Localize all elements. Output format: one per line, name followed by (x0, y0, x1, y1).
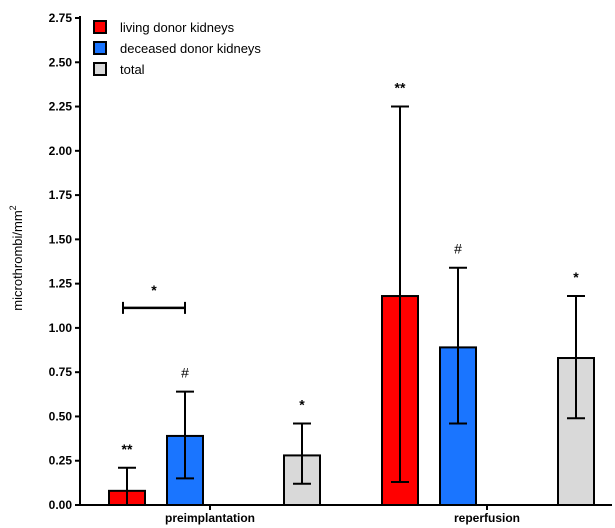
y-axis-label: microthrombi/mm2 (8, 205, 25, 310)
legend-swatch (93, 62, 107, 76)
y-tick-label: 0.75 (49, 365, 73, 379)
bracket-label: * (151, 282, 157, 298)
y-tick-label: 1.50 (49, 232, 73, 246)
significance-marker: * (573, 269, 579, 285)
legend-label: total (120, 62, 145, 77)
annotations: ****##** (122, 80, 580, 457)
legend-label: deceased donor kidneys (120, 41, 261, 56)
legend-label: living donor kidneys (120, 20, 235, 35)
axes (79, 16, 612, 506)
x-category-label: reperfusion (454, 511, 520, 525)
y-tick-label: 0.00 (49, 498, 73, 512)
legend-swatch (93, 20, 107, 34)
y-tick-label: 1.75 (49, 188, 73, 202)
y-tick-label: 0.50 (49, 409, 73, 423)
significance-bracket: * (122, 282, 186, 314)
significance-marker: * (299, 397, 305, 413)
significance-marker: ** (395, 80, 406, 96)
significance-marker: # (454, 241, 462, 257)
y-tick-label: 2.25 (49, 100, 73, 114)
significance-marker: ** (122, 441, 133, 457)
y-tick-label: 1.00 (49, 321, 73, 335)
y-tick-label: 1.25 (49, 277, 73, 291)
x-category-label: preimplantation (165, 511, 255, 525)
error-bars (118, 105, 585, 506)
bars (108, 295, 595, 507)
y-tick-label: 2.75 (49, 11, 73, 25)
y-axis-ticks: 0.00 0.25 0.50 0.75 1.00 1.25 1.50 1.75 2.00 2.25… (49, 11, 80, 512)
y-tick-label: 2.50 (49, 55, 73, 69)
significance-marker: # (181, 365, 189, 381)
y-tick-label: 0.25 (49, 454, 73, 468)
legend: living donor kidneys deceased donor kidne… (93, 20, 261, 77)
legend-swatch (93, 41, 107, 55)
x-axis-categories: preimplantation reperfusion (165, 505, 520, 525)
y-tick-label: 2.00 (49, 144, 73, 158)
